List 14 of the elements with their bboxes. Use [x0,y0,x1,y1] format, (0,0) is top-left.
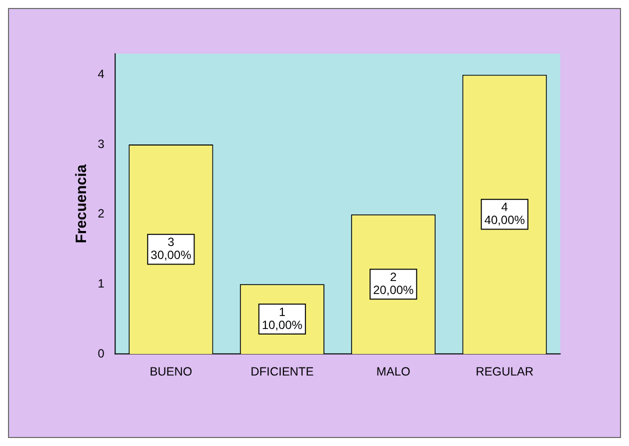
y-tick-label: 0 [98,346,105,360]
data-label: 4 40,00% [484,200,526,228]
y-axis-title: Frecuencia [72,164,90,244]
data-label: 1 10,00% [262,304,303,332]
x-tick-label: MALO [376,364,410,378]
y-tick-label: 2 [98,206,105,221]
x-tick-label: DFICIENTE [250,364,314,378]
y-tick-label: 3 [98,136,105,151]
x-tick-label: REGULAR [476,364,534,378]
data-label: 3 30,00% [150,235,192,262]
x-tick-label: BUENO [150,364,192,378]
y-tick-label: 1 [98,276,105,290]
data-label: 2 20,00% [373,270,414,297]
y-tick-label: 4 [98,67,105,82]
